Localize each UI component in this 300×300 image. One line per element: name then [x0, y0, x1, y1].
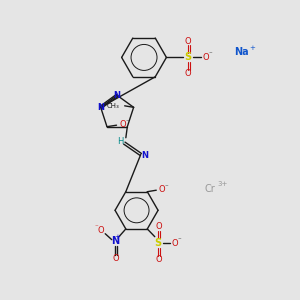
Text: O: O	[184, 69, 191, 78]
Text: S: S	[154, 238, 161, 248]
Text: N: N	[97, 103, 104, 112]
Text: Na: Na	[234, 47, 248, 57]
Text: Cr: Cr	[204, 184, 215, 194]
Text: N: N	[111, 236, 119, 246]
Text: H: H	[117, 137, 123, 146]
Text: O: O	[155, 256, 162, 265]
Text: +: +	[249, 46, 255, 52]
Text: ⁻: ⁻	[165, 184, 169, 190]
Text: O: O	[172, 239, 178, 248]
Text: +: +	[114, 234, 120, 240]
Text: 3+: 3+	[217, 181, 227, 187]
Text: O: O	[159, 185, 166, 194]
Text: ⁻: ⁻	[125, 119, 129, 125]
Text: O: O	[202, 53, 209, 62]
Text: ⁻: ⁻	[209, 51, 212, 57]
Text: N: N	[114, 91, 121, 100]
Text: S: S	[184, 52, 191, 62]
Text: O: O	[98, 226, 104, 235]
Text: CH₃: CH₃	[107, 103, 120, 109]
Text: O: O	[184, 37, 191, 46]
Text: ⁻: ⁻	[95, 224, 99, 230]
Text: N: N	[142, 151, 148, 160]
Text: O: O	[119, 120, 126, 129]
Text: O: O	[113, 254, 120, 263]
Text: O: O	[155, 222, 162, 231]
Text: ⁻: ⁻	[178, 237, 182, 243]
